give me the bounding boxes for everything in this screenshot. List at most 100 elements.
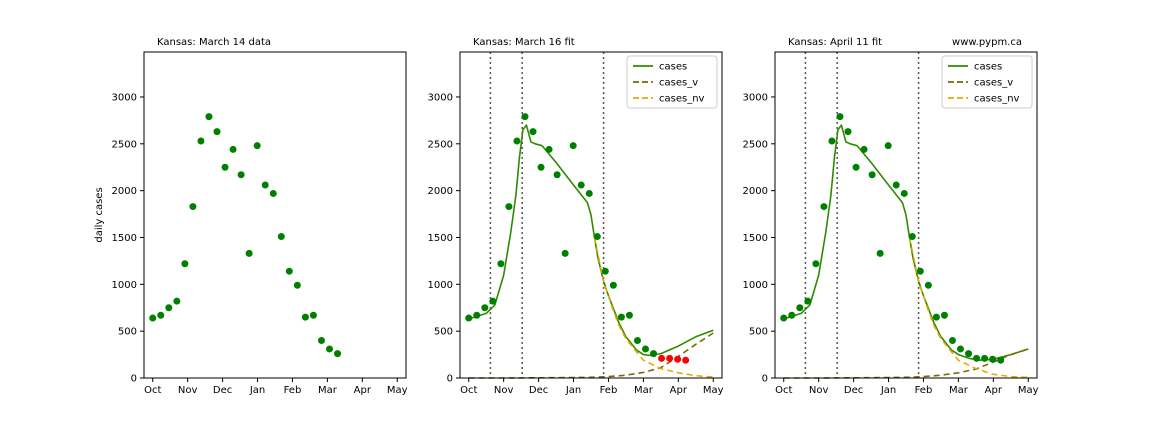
- data-point: [820, 203, 828, 211]
- data-point: [916, 267, 924, 275]
- data-point: [625, 311, 633, 319]
- data-point: [189, 203, 197, 211]
- legend-label: cases_nv: [659, 94, 705, 105]
- series-line-cases_v: [468, 332, 714, 379]
- y-tick-label: 2000: [112, 186, 137, 197]
- y-axis-label: daily cases: [94, 187, 105, 242]
- data-point: [561, 249, 569, 257]
- x-tick-label: Feb: [600, 385, 618, 396]
- x-tick-label: Dec: [213, 385, 232, 396]
- x-tick-label: Mar: [634, 385, 654, 396]
- x-tick-label: Mar: [949, 385, 969, 396]
- data-point: [892, 181, 900, 189]
- data-point: [481, 304, 489, 312]
- data-point: [900, 189, 908, 197]
- data-point: [981, 354, 989, 362]
- data-point: [505, 203, 513, 211]
- data-point: [221, 163, 229, 171]
- data-point: [997, 356, 1005, 364]
- legend-box: [626, 55, 718, 109]
- legend-label: cases_v: [974, 78, 1013, 89]
- data-point: [788, 311, 796, 319]
- data-point: [973, 354, 981, 362]
- data-point: [473, 311, 481, 319]
- data-point: [940, 311, 948, 319]
- projected-point: [682, 356, 690, 364]
- data-point: [577, 181, 585, 189]
- y-tick-label: 3000: [112, 92, 137, 103]
- y-tick-label: 2500: [428, 139, 453, 150]
- data-point: [497, 260, 505, 268]
- data-point: [489, 297, 497, 305]
- data-point: [197, 137, 205, 145]
- projected-point: [666, 354, 674, 362]
- x-tick-label: Apr: [985, 385, 1003, 396]
- data-point: [650, 350, 658, 358]
- x-tick-label: Jan: [880, 385, 896, 396]
- x-tick-label: May: [387, 385, 408, 396]
- y-tick-label: 1000: [428, 280, 453, 291]
- chart-title: Kansas: March 14 data: [157, 37, 271, 48]
- data-point: [521, 113, 529, 121]
- data-point: [513, 137, 521, 145]
- data-point: [285, 267, 293, 275]
- data-point: [165, 304, 173, 312]
- legend-label: cases: [659, 62, 687, 73]
- data-point: [293, 281, 301, 289]
- data-point: [796, 304, 804, 312]
- data-point: [529, 128, 537, 136]
- data-point: [205, 113, 213, 121]
- data-point: [553, 171, 561, 179]
- data-point: [876, 249, 884, 257]
- data-point: [569, 142, 577, 150]
- data-point: [269, 189, 277, 197]
- data-point: [237, 171, 245, 179]
- data-point: [545, 145, 553, 153]
- data-point: [965, 350, 973, 358]
- y-tick-label: 2500: [743, 139, 768, 150]
- data-point: [593, 233, 601, 241]
- x-tick-label: Oct: [775, 385, 792, 396]
- chart-title: Kansas: March 16 fit: [473, 37, 575, 48]
- data-point: [617, 313, 625, 321]
- plot-frame: [143, 51, 407, 379]
- y-tick-label: 500: [118, 327, 137, 338]
- data-point: [585, 189, 593, 197]
- y-tick-label: 500: [434, 327, 453, 338]
- y-tick-label: 0: [447, 374, 453, 385]
- data-point: [828, 137, 836, 145]
- x-tick-label: Dec: [844, 385, 863, 396]
- data-point: [601, 267, 609, 275]
- data-point: [181, 260, 189, 268]
- data-point: [609, 281, 617, 289]
- data-point: [804, 297, 812, 305]
- data-point: [277, 233, 285, 241]
- data-point: [884, 142, 892, 150]
- y-tick-label: 2000: [743, 186, 768, 197]
- legend-box: [941, 55, 1033, 109]
- x-tick-label: Nov: [178, 385, 198, 396]
- data-point: [334, 350, 342, 358]
- x-tick-label: May: [1018, 385, 1039, 396]
- data-point: [537, 163, 545, 171]
- legend: cases cases_v cases_nv: [626, 55, 718, 109]
- data-point: [325, 345, 333, 353]
- chart-panel-3: Kansas: April 11 fit Oct Nov Dec Jan Feb Mar Ap…: [743, 37, 1039, 396]
- y-tick-label: 1500: [428, 233, 453, 244]
- data-point: [173, 297, 181, 305]
- data-point: [633, 337, 641, 345]
- x-tick-label: Oct: [460, 385, 477, 396]
- data-point: [465, 314, 473, 322]
- x-tick-label: Mar: [318, 385, 338, 396]
- data-point: [229, 145, 237, 153]
- series-line-cases_nv: [593, 237, 714, 378]
- y-tick-label: 1500: [112, 233, 137, 244]
- legend-label: cases: [974, 62, 1002, 73]
- x-tick-label: Oct: [144, 385, 161, 396]
- data-point: [852, 163, 860, 171]
- data-point: [956, 345, 964, 353]
- data-point: [924, 281, 932, 289]
- data-point: [948, 337, 956, 345]
- data-point: [157, 311, 165, 319]
